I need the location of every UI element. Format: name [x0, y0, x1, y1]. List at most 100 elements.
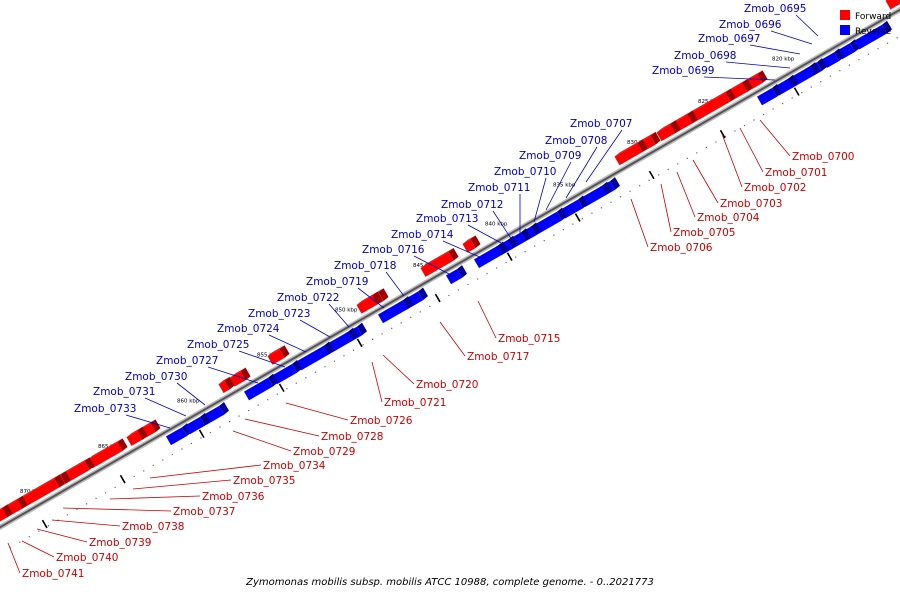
gene-side-face — [816, 58, 827, 71]
minor-tick — [95, 497, 97, 499]
gene-side-face — [137, 426, 148, 440]
gene-side-face — [17, 495, 28, 509]
minor-tick — [19, 541, 21, 543]
gene-top-face — [218, 376, 230, 385]
gene-top-face — [16, 474, 60, 501]
minor-tick — [581, 218, 583, 220]
minor-tick — [152, 464, 154, 467]
label-leader-line — [144, 397, 187, 417]
gene-front-face — [756, 87, 777, 106]
gene-side-face — [687, 110, 698, 124]
minor-tick — [591, 212, 593, 214]
minor-tick — [47, 525, 49, 527]
minor-tick — [76, 508, 78, 510]
gene-label-zmob-0703: Zmob_0703 — [720, 198, 782, 210]
minor-tick — [610, 201, 612, 203]
label-leader-line — [770, 30, 813, 45]
gene-label-zmob-0720: Zmob_0720 — [416, 379, 478, 391]
gene-top-face — [0, 504, 8, 510]
label-leader-line — [721, 133, 743, 188]
label-leader-line — [676, 171, 696, 218]
reverse-gene-arrow — [295, 341, 334, 371]
gene-label-zmob-0704: Zmob_0704 — [697, 212, 760, 224]
gene-front-face — [473, 245, 503, 268]
minor-tick — [600, 207, 603, 209]
gene-label-zmob-0695: Zmob_0695 — [744, 3, 806, 15]
gene-top-face — [267, 345, 285, 357]
gene-top-face — [356, 291, 378, 305]
minor-tick — [28, 536, 30, 538]
forward-gene-arrow — [267, 345, 290, 365]
tick-label: 860 kbp — [177, 399, 200, 405]
gene-side-face — [849, 39, 860, 52]
label-leader-line — [299, 319, 331, 338]
gene-side-face — [787, 74, 798, 88]
gene-front-face — [420, 252, 454, 277]
minor-tick — [476, 278, 479, 280]
gene-label-zmob-0712: Zmob_0712 — [441, 199, 503, 211]
gene-side-face — [218, 401, 229, 415]
minor-tick — [734, 130, 736, 132]
label-leader-line — [385, 271, 405, 297]
gene-side-face — [267, 373, 278, 387]
minor-tick — [753, 119, 755, 121]
gene-front-face — [821, 52, 839, 68]
gene-front-face — [184, 416, 205, 435]
gene-label-zmob-0729: Zmob_0729 — [293, 446, 355, 458]
forward-gene-arrow — [356, 291, 383, 314]
gene-side-face — [224, 376, 235, 390]
gene-side-face — [456, 265, 467, 278]
gene-label-zmob-0740: Zmob_0740 — [56, 552, 118, 564]
gene-label-zmob-0741: Zmob_0741 — [22, 568, 84, 580]
tick-mark — [574, 213, 581, 222]
gene-side-face — [378, 288, 389, 301]
gene-side-face — [417, 287, 428, 301]
gene-label-zmob-0738: Zmob_0738 — [122, 521, 184, 533]
gene-label-zmob-0702: Zmob_0702 — [744, 182, 806, 194]
tick-mark — [648, 170, 655, 180]
forward-gene-arrow — [0, 504, 13, 522]
gene-front-face — [614, 143, 643, 166]
tick-mark — [793, 87, 800, 96]
gene-front-face — [685, 92, 731, 125]
forward-gene-arrow — [885, 0, 900, 10]
gene-top-face — [656, 120, 676, 133]
gene-label-zmob-0700: Zmob_0700 — [792, 151, 854, 163]
gene-label-zmob-0718: Zmob_0718 — [334, 260, 396, 272]
label-leader-line — [545, 161, 572, 211]
label-leader-line — [125, 414, 171, 429]
gene-label-zmob-0735: Zmob_0735 — [233, 475, 295, 487]
gene-label-zmob-0727: Zmob_0727 — [156, 355, 218, 367]
minor-tick — [743, 124, 746, 127]
gene-side-face — [84, 457, 95, 471]
gene-side-face — [881, 20, 892, 34]
label-leader-line — [630, 198, 649, 248]
minor-tick — [782, 102, 784, 105]
label-leader-line — [413, 255, 452, 276]
reverse-gene-arrow — [821, 48, 844, 68]
minor-tick — [66, 514, 69, 516]
gene-label-zmob-0705: Zmob_0705 — [673, 227, 735, 239]
gene-side-face — [54, 474, 65, 488]
tick-mark — [356, 338, 363, 348]
minor-tick — [839, 70, 841, 72]
gene-top-face — [885, 0, 887, 1]
reverse-gene-arrow — [243, 373, 278, 401]
minor-tick — [677, 163, 679, 165]
minor-tick — [524, 250, 526, 253]
gene-label-zmob-0722: Zmob_0722 — [277, 292, 339, 304]
gene-front-face — [229, 371, 246, 387]
minor-tick — [791, 97, 793, 99]
minor-tick — [257, 404, 259, 406]
label-leader-line — [132, 479, 232, 490]
legend-swatch-forward — [840, 10, 850, 20]
gene-label-zmob-0696: Zmob_0696 — [719, 19, 782, 31]
gene-side-face — [291, 359, 302, 373]
label-leader-line — [585, 129, 623, 183]
minor-tick — [629, 190, 631, 192]
gene-front-face — [126, 430, 143, 446]
label-leader-line — [357, 287, 385, 309]
label-leader-line — [207, 366, 259, 384]
minor-tick — [324, 366, 326, 368]
